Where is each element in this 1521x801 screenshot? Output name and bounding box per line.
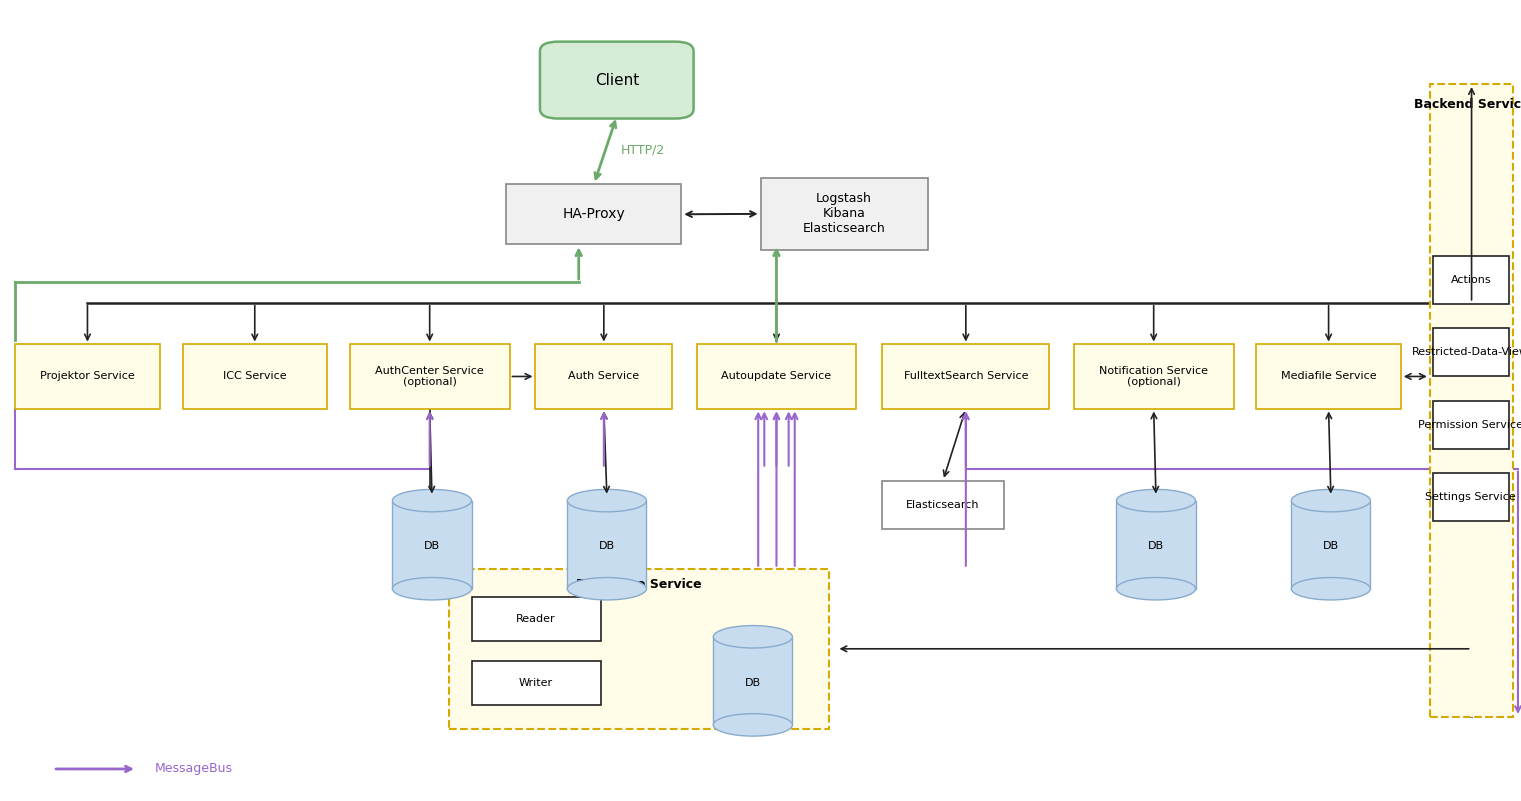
Text: Client: Client	[595, 73, 639, 87]
Text: Elasticsearch: Elasticsearch	[907, 500, 980, 509]
Bar	[15, 344, 160, 409]
Bar	[350, 344, 510, 409]
Text: Auth Service: Auth Service	[569, 372, 639, 381]
FancyBboxPatch shape	[540, 42, 694, 119]
Text: Actions: Actions	[1451, 276, 1491, 285]
Ellipse shape	[392, 578, 472, 600]
Ellipse shape	[392, 489, 472, 512]
Ellipse shape	[1116, 489, 1196, 512]
Text: DB: DB	[745, 678, 760, 687]
Bar	[1430, 84, 1513, 717]
Text: Datastore Service: Datastore Service	[576, 578, 701, 591]
Text: DB: DB	[1323, 541, 1338, 551]
Bar	[183, 344, 327, 409]
Text: Reader: Reader	[516, 614, 557, 624]
Text: Logstash
Kibana
Elasticsearch: Logstash Kibana Elasticsearch	[803, 192, 885, 235]
Ellipse shape	[567, 578, 646, 600]
Text: DB: DB	[1148, 541, 1164, 551]
Bar	[1433, 256, 1509, 304]
Text: FulltextSearch Service: FulltextSearch Service	[903, 372, 1028, 381]
Text: MessageBus: MessageBus	[155, 763, 233, 775]
Bar	[713, 637, 792, 725]
Bar	[882, 481, 1004, 529]
Bar	[535, 344, 672, 409]
Bar	[1256, 344, 1401, 409]
Bar	[1074, 344, 1234, 409]
Text: Notification Service
(optional): Notification Service (optional)	[1100, 366, 1208, 387]
Ellipse shape	[713, 626, 792, 648]
Bar	[449, 569, 829, 729]
Bar	[472, 597, 601, 641]
Text: Writer: Writer	[519, 678, 554, 688]
Text: AuthCenter Service
(optional): AuthCenter Service (optional)	[376, 366, 484, 387]
Bar	[1291, 501, 1370, 589]
Text: DB: DB	[424, 541, 440, 551]
Text: HA-Proxy: HA-Proxy	[563, 207, 625, 221]
Bar	[1433, 473, 1509, 521]
Text: Permission Service: Permission Service	[1418, 420, 1521, 429]
Ellipse shape	[1291, 578, 1370, 600]
Bar	[567, 501, 646, 589]
Bar	[472, 661, 601, 705]
Bar	[1433, 328, 1509, 376]
Text: Settings Service: Settings Service	[1425, 492, 1516, 501]
Ellipse shape	[1116, 578, 1196, 600]
Bar	[506, 184, 681, 244]
Bar	[392, 501, 472, 589]
Text: DB: DB	[599, 541, 614, 551]
Text: Backend Service: Backend Service	[1413, 98, 1521, 111]
Text: HTTP/2: HTTP/2	[621, 143, 665, 157]
Bar	[1116, 501, 1196, 589]
Bar	[697, 344, 856, 409]
Text: Projektor Service: Projektor Service	[40, 372, 135, 381]
Ellipse shape	[1291, 489, 1370, 512]
Text: Restricted-Data-View: Restricted-Data-View	[1413, 348, 1521, 357]
Text: Autoupdate Service: Autoupdate Service	[721, 372, 832, 381]
Bar	[760, 178, 928, 250]
Text: Mediafile Service: Mediafile Service	[1281, 372, 1377, 381]
Text: ICC Service: ICC Service	[224, 372, 286, 381]
Bar	[882, 344, 1049, 409]
Ellipse shape	[567, 489, 646, 512]
Ellipse shape	[713, 714, 792, 736]
Bar	[1433, 400, 1509, 449]
